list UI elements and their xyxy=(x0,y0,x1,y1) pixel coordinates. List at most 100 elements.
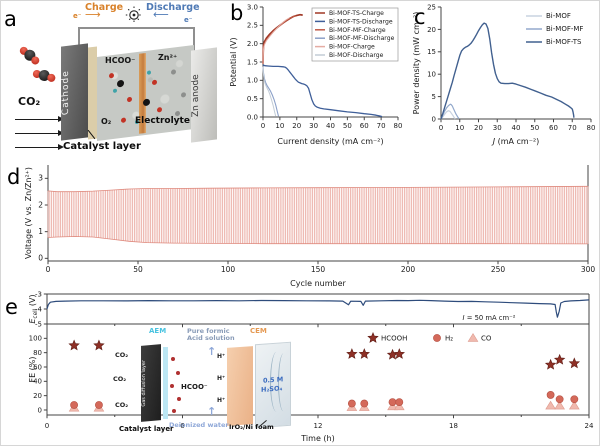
annotation: I = 50 mA cm⁻² xyxy=(463,314,516,322)
series-Bi-MOF-TS-Discharge xyxy=(262,64,383,118)
series-Bi-MOF xyxy=(440,110,456,120)
series-E cell xyxy=(46,299,590,318)
circuit-wire xyxy=(78,27,80,49)
panel-letter-e: e xyxy=(5,295,18,319)
panel-d: 0 50 100 150 200 250 300 0 1 2 3 Cycle number Voltag… xyxy=(24,165,595,288)
panel-letter-b: b xyxy=(230,1,244,25)
tick-label: 250 xyxy=(491,265,506,274)
panel-letter-a: a xyxy=(4,7,17,31)
electron-label-discharge: e⁻ xyxy=(184,16,193,24)
tick-label: 30 xyxy=(493,124,502,132)
tick-label: 70 xyxy=(568,124,577,132)
tick-label: 2 xyxy=(38,200,43,209)
zn2-label: Zn²⁺ xyxy=(158,53,178,62)
data-marker xyxy=(93,339,105,351)
aem-strip xyxy=(163,347,168,419)
tick-label: 0 xyxy=(45,422,49,430)
o2-label: O₂ xyxy=(101,117,112,126)
panel-b: 0 10 20 30 40 50 60 70 80 0.0 0.5 1.0 1.5 2.0 2.5 3.0 Cu… xyxy=(229,3,402,146)
molecule xyxy=(127,96,132,103)
gas-flow-arrow xyxy=(15,144,64,150)
zn-ion xyxy=(171,69,176,75)
tick-label: 40 xyxy=(326,122,335,130)
envelope-top xyxy=(47,185,589,193)
data-marker xyxy=(70,401,78,409)
circuit-wire xyxy=(78,27,195,29)
tick-label: 60 xyxy=(360,122,369,130)
tick-label: 20 xyxy=(427,26,436,34)
charge-label: Charge xyxy=(85,2,124,13)
panel-letter-d: d xyxy=(7,165,21,189)
tick-label: 20 xyxy=(474,124,483,132)
tick-label: 40 xyxy=(33,378,42,386)
tick-label: 24 xyxy=(585,422,594,430)
tick-label: 0.5 xyxy=(247,95,258,103)
iro2-label: IrO₂/Ni foam xyxy=(229,423,274,431)
data-marker xyxy=(568,400,580,410)
panel-c: 0 10 20 30 40 50 60 70 80 0 5 10 15 20 25 J (mA cm⁻²) Po… xyxy=(412,3,595,146)
axis-label-x: Cycle number xyxy=(290,279,346,288)
tick-label: 50 xyxy=(343,122,352,130)
charge-arrow-icon: ⟶ xyxy=(85,8,101,21)
tick-label: 20 xyxy=(33,392,42,400)
envelope-bottom xyxy=(47,236,589,245)
h-plus-label: H⁺ xyxy=(217,375,226,382)
tick-label: 1.0 xyxy=(247,77,258,85)
data-marker xyxy=(395,398,404,407)
cem-slab xyxy=(227,346,253,426)
data-marker xyxy=(554,400,565,410)
anolyte-slab: 0.5 M H₂SO₄ xyxy=(255,341,291,429)
legend-label: Bi-MOF-TS xyxy=(546,38,582,46)
legend: HCOOH H₂ CO xyxy=(367,332,492,343)
data-marker xyxy=(553,353,566,365)
tick-label: 18 xyxy=(449,422,458,430)
axis-label-y: Ecell (V) xyxy=(28,294,39,323)
tick-label: 150 xyxy=(311,265,326,274)
tick-label: 3 xyxy=(38,174,43,183)
chart-polarization: 0 10 20 30 40 50 60 70 80 0.0 0.5 1.0 1.5 2.0 2.5 3.0 Cu… xyxy=(229,3,402,146)
legend-label: Bi-MOF-MF-Discharge xyxy=(329,35,395,42)
up-arrow-icon: ↑ xyxy=(207,405,217,418)
tick-label: 15 xyxy=(427,48,436,56)
data-marker xyxy=(546,391,555,399)
molecule xyxy=(143,98,150,107)
zn-anode-label: Zn anode xyxy=(191,74,201,118)
molecule xyxy=(176,371,180,375)
legend-label: HCOOH xyxy=(381,334,407,342)
up-arrow-icon: ↑ xyxy=(207,345,217,358)
electron-label-charge: e⁻ xyxy=(73,12,82,20)
axis-label-y: FE (%) xyxy=(28,356,37,382)
tick-label: 0 xyxy=(261,122,265,130)
data-marker xyxy=(568,357,581,369)
tick-label: -3 xyxy=(35,290,42,298)
panel-letter-c: c xyxy=(414,5,426,29)
series-Bi-MOF-MF-Charge xyxy=(262,15,297,64)
molarity-label: 0.5 M xyxy=(263,375,284,385)
data-marker xyxy=(570,395,579,404)
axis-label-y: Potential (V) xyxy=(229,37,238,86)
tick-label: 60 xyxy=(33,363,42,371)
panel-a-schematic: e⁻ Charge ⟶ Discharge ⟵ e⁻ CO₂ Cathod xyxy=(1,1,229,163)
molecule xyxy=(172,409,176,413)
tick-label: 70 xyxy=(377,122,386,130)
series-Bi-MOF-MF xyxy=(440,103,460,120)
tick-label: 3.0 xyxy=(247,3,258,11)
series-Bi-MOF-TS xyxy=(440,22,575,120)
tick-label: 2.5 xyxy=(247,22,258,30)
h-plus-label: H⁺ xyxy=(217,353,226,360)
data-marker xyxy=(388,398,397,407)
tick-label: 10 xyxy=(275,122,284,130)
axis-label-y: Voltage (V vs. Zn/Zn²⁺) xyxy=(24,167,33,259)
zn-ion xyxy=(181,92,186,98)
cem-label: CEM xyxy=(250,327,267,335)
data-marker xyxy=(346,348,358,359)
legend-label: Bi-MOF-MF xyxy=(546,25,583,33)
decoration xyxy=(46,72,57,83)
series-H₂ xyxy=(70,391,579,409)
tick-label: 60 xyxy=(549,124,558,132)
cathode-slab: Cathode xyxy=(61,43,88,141)
